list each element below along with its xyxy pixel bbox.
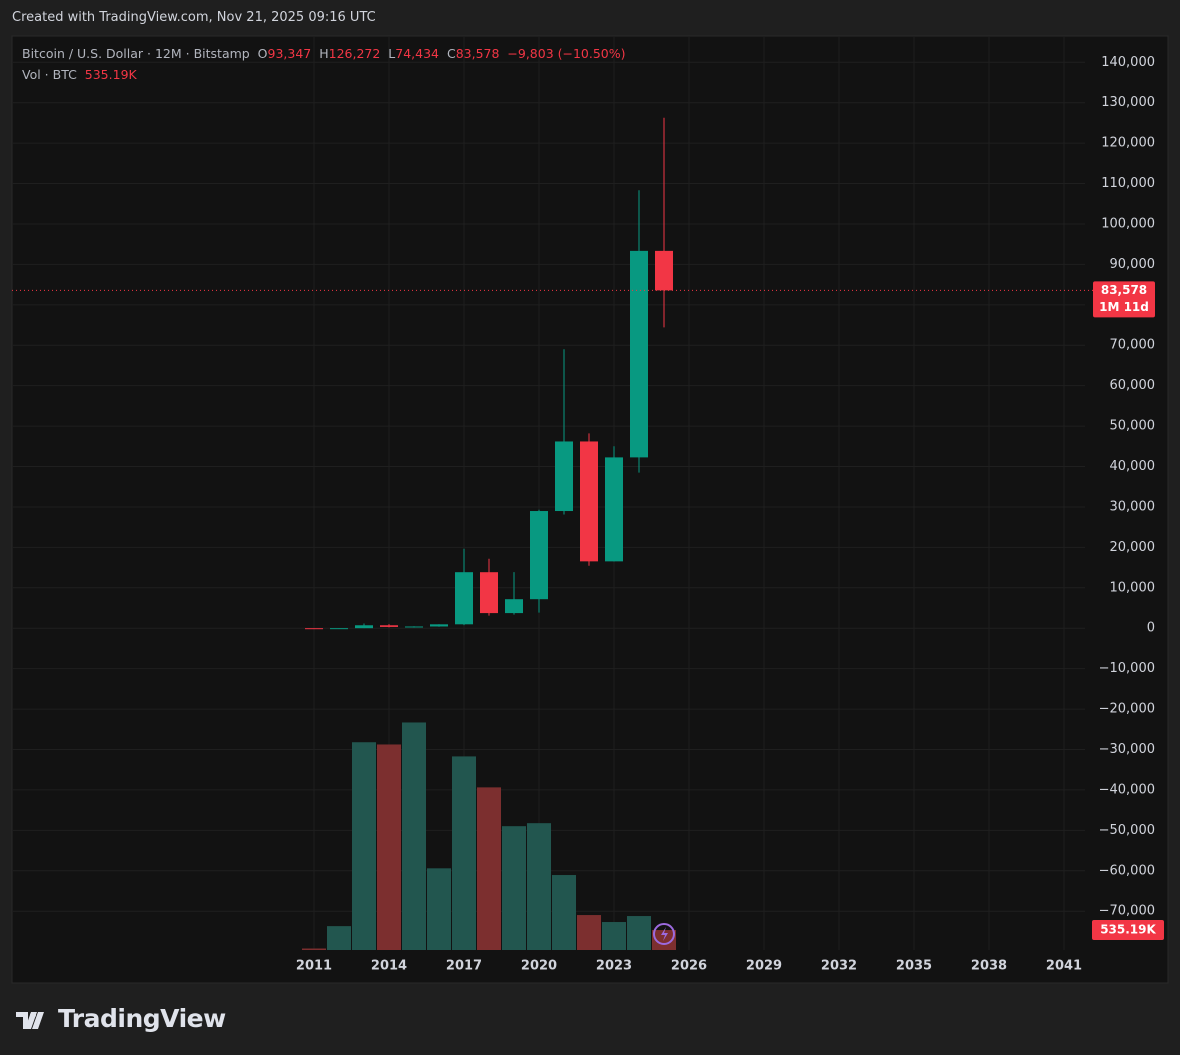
volume-bar [477,787,501,950]
volume-bar [427,868,451,950]
y-tick-label: 30,000 [1110,499,1156,514]
grid [12,36,1085,950]
volume-bar [552,875,576,950]
y-tick-label: 20,000 [1110,540,1156,555]
open-key: O [257,46,268,61]
volume-bar [627,916,651,950]
y-tick-label: −70,000 [1099,904,1155,919]
candle-body [380,625,398,627]
candle-body [480,572,498,614]
y-tick-label: 90,000 [1110,257,1156,272]
candle-body [530,511,548,600]
assistant-icon[interactable] [653,923,675,945]
close: 83,578 [455,46,500,61]
y-tick-label: 70,000 [1110,338,1156,353]
candles [305,117,673,630]
volume-bar [602,922,626,950]
y-tick-label: −20,000 [1099,702,1155,717]
y-tick-label: 0 [1147,621,1155,636]
x-tick-label: 2023 [596,959,632,974]
y-tick-label: 140,000 [1101,55,1155,70]
volume-name: Vol · BTC [22,67,77,82]
candle-body [580,441,598,562]
x-tick-label: 2020 [521,959,557,974]
x-tick-label: 2017 [446,959,482,974]
volume-pane [302,722,676,950]
x-tick-label: 2035 [896,959,932,974]
y-tick-label: −30,000 [1099,742,1155,757]
volume-label-box [1092,920,1164,941]
page-header: Created with TradingView.com, Nov 21, 20… [12,10,376,25]
candle-body [555,441,573,512]
volume-value-label: 535.19K [1100,923,1156,937]
candle-body [405,626,423,628]
x-tick-label: 2038 [971,959,1007,974]
volume-bar [302,948,326,950]
high: 126,272 [328,46,381,61]
y-tick-label: 100,000 [1101,216,1155,231]
volume-bar [652,930,676,950]
volume-bar [377,744,401,950]
open: 93,347 [267,46,312,61]
last-price-label: 83,578 [1101,283,1147,297]
volume-bar [402,722,426,950]
x-tick-label: 2014 [371,959,407,974]
close-key: C [446,46,456,61]
countdown-label: 1M 11d [1099,300,1149,314]
candle-body [455,572,473,625]
y-tick-label: −10,000 [1099,661,1155,676]
y-tick-label: 50,000 [1110,419,1156,434]
candle-body [630,250,648,458]
high-key: H [319,46,329,61]
last-price-box [1093,281,1155,318]
volume-value: 535.19K [84,67,137,82]
candle-body [430,624,448,627]
low: 74,434 [395,46,439,61]
x-tick-label: 2032 [821,959,857,974]
candle-body [505,599,523,614]
candle-body [355,625,373,629]
axes: −70,000 −60,000 −50,000 −40,000 −30,000 −20,0… [12,55,1164,974]
y-tick-label: 60,000 [1110,378,1156,393]
volume-bar [352,742,376,950]
y-tick-label: 10,000 [1110,580,1156,595]
y-tick-label: −60,000 [1099,863,1155,878]
x-tick-label: 2026 [671,959,707,974]
low-key: L [388,46,396,61]
y-tick-label: 110,000 [1101,176,1155,191]
candle-body [655,250,673,291]
x-tick-label: 2029 [746,959,782,974]
x-tick-label: 2041 [1046,959,1082,974]
y-tick-label: 40,000 [1110,459,1156,474]
ohlc-legend: Bitcoin / U.S. Dollar · 12M · Bitstamp O… [22,43,626,64]
volume-bar [452,756,476,950]
candle-body [305,628,323,630]
y-tick-label: 120,000 [1101,136,1155,151]
candle-body [605,457,623,562]
volume-bar [577,915,601,950]
symbol: Bitcoin / U.S. Dollar · 12M · Bitstamp [22,46,250,61]
y-tick-label: 130,000 [1101,95,1155,110]
volume-bar [527,823,551,950]
volume-legend: Vol · BTC 535.19K [22,64,626,85]
change: −9,803 (−10.50%) [507,46,626,61]
logo-mark [16,1012,44,1029]
volume-bar [327,926,351,950]
brand: TradingView [58,1004,226,1033]
volume-bar [502,826,526,950]
legend: Bitcoin / U.S. Dollar · 12M · Bitstamp O… [22,43,626,85]
y-tick-label: −50,000 [1099,823,1155,838]
x-tick-label: 2011 [296,959,332,974]
candle-body [330,628,348,630]
y-tick-label: −40,000 [1099,782,1155,797]
